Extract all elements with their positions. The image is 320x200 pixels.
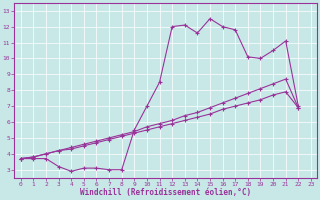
X-axis label: Windchill (Refroidissement éolien,°C): Windchill (Refroidissement éolien,°C) [80, 188, 252, 197]
